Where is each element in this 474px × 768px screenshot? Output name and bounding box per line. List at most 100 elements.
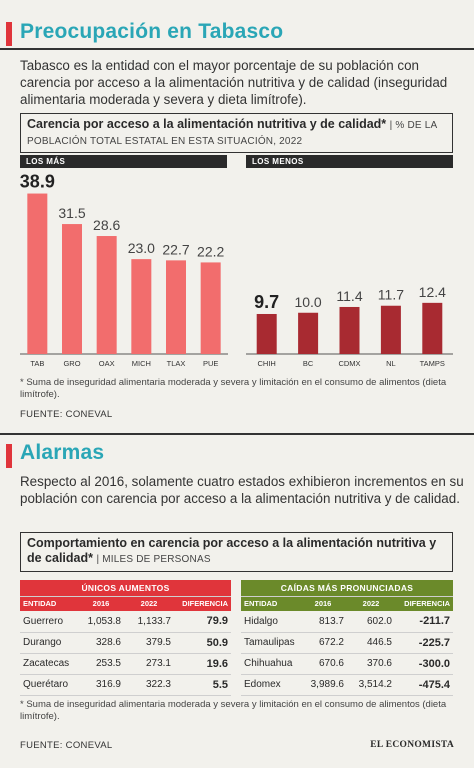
cell-2016: 3,989.6 <box>299 674 347 696</box>
bar <box>422 302 443 354</box>
table-row: Tamaulipas 672.2 446.5 -225.7 <box>241 632 453 654</box>
bar-charts: 38.9 TAB 31.5 GRO 28.6 OAX 23.0 MICH 22.7 TLAX 22.… <box>20 172 453 368</box>
source-1: FUENTE: CONEVAL <box>20 409 113 420</box>
cell-entity: Chihuahua <box>241 653 299 675</box>
col-header: 2022 <box>362 599 380 609</box>
bar <box>27 193 48 354</box>
table-row: Zacatecas 253.5 273.1 19.6 <box>20 653 231 675</box>
bar <box>256 313 277 354</box>
section-title-alarmas: Alarmas <box>20 441 105 464</box>
cell-2016: 672.2 <box>299 632 347 654</box>
cell-diff: 19.6 <box>174 653 231 675</box>
table-row: Guerrero 1,053.8 1,133.7 79.9 <box>20 611 231 633</box>
table-title: Comportamiento en carencia por acceso a … <box>27 536 437 565</box>
cell-2016: 253.5 <box>78 653 124 675</box>
value-label: 22.7 <box>162 241 189 257</box>
cell-diff: 5.5 <box>174 674 231 696</box>
bar <box>131 259 152 354</box>
table-row: Querétaro 316.9 322.3 5.5 <box>20 674 231 696</box>
value-label: 22.2 <box>197 243 224 259</box>
panel-label-least: LOS MENOS <box>246 155 453 168</box>
value-label: 23.0 <box>128 240 155 256</box>
cell-entity: Durango <box>20 632 78 654</box>
cell-2016: 1,053.8 <box>78 611 124 633</box>
table-header: CAÍDAS MÁS PRONUNCIADAS <box>241 580 453 597</box>
cell-2016: 670.6 <box>299 653 347 675</box>
cell-entity: Querétaro <box>20 674 78 696</box>
section-divider <box>0 433 474 435</box>
cell-2022: 379.5 <box>124 632 174 654</box>
value-label: 10.0 <box>294 294 321 310</box>
value-label: 12.4 <box>419 284 446 300</box>
panel-label-most: LOS MÁS <box>20 155 227 168</box>
chart-subtitle: | % DE LA POBLACIÓN TOTAL ESTATAL EN EST… <box>27 120 437 147</box>
intro-paragraph: Tabasco es la entidad con el mayor porce… <box>20 58 448 107</box>
cell-diff: -475.4 <box>395 674 453 696</box>
table-row: Durango 328.6 379.5 50.9 <box>20 632 231 654</box>
bar <box>298 312 319 354</box>
col-header: 2016 <box>314 599 332 609</box>
table-increases: ÚNICOS AUMENTOS ENTIDAD 2016 2022 DIFERE… <box>20 580 231 696</box>
category-label: CHIH <box>258 359 276 368</box>
brand-logo: EL ECONOMISTA <box>370 740 454 750</box>
table-row: Edomex 3,989.6 3,514.2 -475.4 <box>241 674 453 696</box>
section-title-tabasco: Preocupación en Tabasco <box>20 20 284 43</box>
cell-entity: Tamaulipas <box>241 632 299 654</box>
cell-2016: 328.6 <box>78 632 124 654</box>
table-header: ÚNICOS AUMENTOS <box>20 580 231 597</box>
category-label: TLAX <box>167 359 186 368</box>
chart-title-box: Carencia por acceso a la alimentación nu… <box>20 113 453 153</box>
cell-entity: Edomex <box>241 674 299 696</box>
value-label: 31.5 <box>58 205 85 221</box>
table-row: Chihuahua 670.6 370.6 -300.0 <box>241 653 453 675</box>
cell-2022: 273.1 <box>124 653 174 675</box>
section-divider <box>0 48 474 50</box>
cell-diff: 50.9 <box>174 632 231 654</box>
category-label: PUE <box>203 359 218 368</box>
category-label: TAB <box>30 359 44 368</box>
footnote-1: * Suma de inseguridad alimentaria modera… <box>20 377 447 400</box>
col-header: 2022 <box>140 599 158 609</box>
bar <box>339 306 360 354</box>
section-accent-bar <box>6 22 12 46</box>
table-title-box: Comportamiento en carencia por acceso a … <box>20 532 453 572</box>
alarmas-paragraph: Respecto al 2016, solamente cuatro estad… <box>20 474 464 506</box>
bar <box>166 260 186 354</box>
category-label: GRO <box>63 359 80 368</box>
cell-entity: Hidalgo <box>241 611 299 633</box>
cell-diff: -300.0 <box>395 653 453 675</box>
table-subtitle: | MILES DE PERSONAS <box>96 554 211 565</box>
chart-title: Carencia por acceso a la alimentación nu… <box>27 117 387 131</box>
value-label: 9.7 <box>254 292 279 312</box>
cell-2016: 316.9 <box>78 674 124 696</box>
category-label: NL <box>386 359 396 368</box>
section-accent-bar <box>6 444 12 468</box>
table-declines: CAÍDAS MÁS PRONUNCIADAS ENTIDAD 2016 202… <box>241 580 453 696</box>
source-2: FUENTE: CONEVAL <box>20 740 113 751</box>
cell-2016: 813.7 <box>299 611 347 633</box>
category-label: OAX <box>99 359 115 368</box>
cell-diff: -225.7 <box>395 632 453 654</box>
col-header: ENTIDAD <box>244 599 278 609</box>
value-label: 11.4 <box>336 288 362 304</box>
footnote-2: * Suma de inseguridad alimentaria modera… <box>20 699 447 722</box>
cell-2022: 446.5 <box>347 632 395 654</box>
bar <box>62 224 82 354</box>
col-header: DIFERENCIA <box>404 599 450 609</box>
category-label: TAMPS <box>420 359 445 368</box>
col-header: DIFERENCIA <box>182 599 228 609</box>
bar <box>380 305 401 354</box>
col-header: 2016 <box>92 599 110 609</box>
cell-2022: 370.6 <box>347 653 395 675</box>
bar <box>96 236 117 354</box>
value-label: 38.9 <box>20 172 55 192</box>
cell-2022: 1,133.7 <box>124 611 174 633</box>
category-label: BC <box>303 359 314 368</box>
category-label: CDMX <box>338 359 360 368</box>
bar <box>200 262 221 354</box>
cell-entity: Guerrero <box>20 611 78 633</box>
cell-2022: 3,514.2 <box>347 674 395 696</box>
table-row: Hidalgo 813.7 602.0 -211.7 <box>241 611 453 633</box>
cell-diff: -211.7 <box>395 611 453 633</box>
col-header: ENTIDAD <box>23 599 57 609</box>
